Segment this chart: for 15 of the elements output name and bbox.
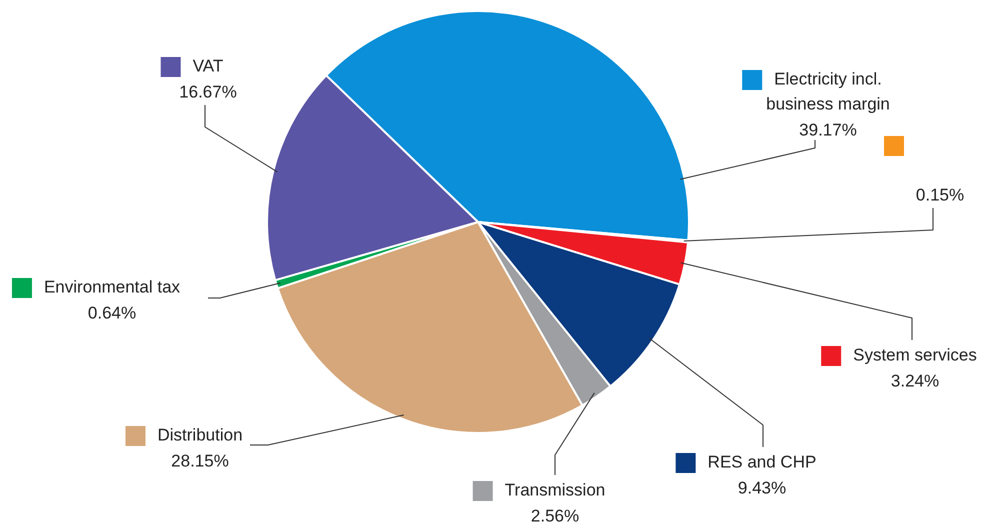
data-label: 0.64% <box>88 304 136 323</box>
data-label: 0.15% <box>916 186 964 205</box>
legend-label: RES and CHP <box>708 452 816 472</box>
data-label: 39.17% <box>799 120 857 140</box>
legend-label: Electricity incl. business margin <box>766 70 890 114</box>
data-label: 3.24% <box>890 372 940 391</box>
data-label: 2.56% <box>530 506 580 526</box>
legend-label: VAT <box>192 56 224 76</box>
data-label: 28.15% <box>171 452 229 471</box>
data-label: 9.43% <box>738 478 786 498</box>
legend-label: System services <box>853 346 977 365</box>
legend-label: Environmental tax <box>44 278 181 297</box>
data-label: 16.67% <box>179 82 237 102</box>
legend-label: Distribution <box>157 426 243 445</box>
legend-label: Transmission <box>504 480 606 500</box>
